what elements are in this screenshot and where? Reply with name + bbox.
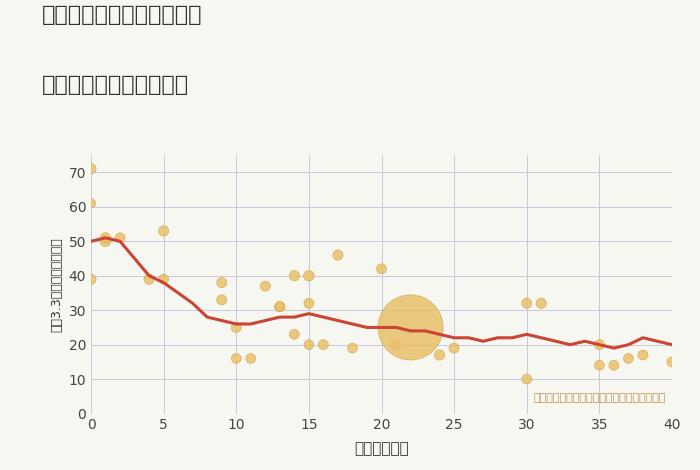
Point xyxy=(303,299,314,307)
Point xyxy=(231,324,242,331)
Point xyxy=(216,296,228,304)
Point xyxy=(376,265,387,273)
Point xyxy=(623,355,634,362)
Point xyxy=(521,376,532,383)
Point xyxy=(638,351,649,359)
Point xyxy=(346,345,358,352)
Point xyxy=(332,251,344,259)
Point xyxy=(114,234,126,242)
Text: 築年数別中古戸建て価格: 築年数別中古戸建て価格 xyxy=(42,75,189,95)
Point xyxy=(158,275,169,283)
Point xyxy=(100,234,111,242)
Point xyxy=(303,272,314,280)
Point xyxy=(391,341,402,348)
Point xyxy=(434,351,445,359)
Point xyxy=(85,165,97,172)
Point xyxy=(449,345,460,352)
Point xyxy=(608,361,620,369)
Point xyxy=(594,341,605,348)
X-axis label: 築年数（年）: 築年数（年） xyxy=(354,441,409,456)
Point xyxy=(158,227,169,235)
Point xyxy=(216,279,228,286)
Point xyxy=(289,330,300,338)
Point xyxy=(521,299,532,307)
Point xyxy=(666,358,678,366)
Point xyxy=(144,275,155,283)
Text: 円の大きさは、取引のあった物件面積を示す: 円の大きさは、取引のあった物件面積を示す xyxy=(533,393,666,403)
Point xyxy=(100,237,111,245)
Point xyxy=(303,341,314,348)
Point xyxy=(85,200,97,207)
Point xyxy=(260,282,271,290)
Point xyxy=(318,341,329,348)
Y-axis label: 坪（3.3㎡）単価（万円）: 坪（3.3㎡）単価（万円） xyxy=(50,237,63,332)
Point xyxy=(536,299,547,307)
Point xyxy=(85,275,97,283)
Text: 福岡県朝倉郡筑前町弥永の: 福岡県朝倉郡筑前町弥永の xyxy=(42,5,202,25)
Point xyxy=(274,303,286,311)
Point xyxy=(231,355,242,362)
Point xyxy=(594,361,605,369)
Point xyxy=(405,324,416,331)
Point xyxy=(245,355,256,362)
Point xyxy=(274,303,286,311)
Point xyxy=(289,272,300,280)
